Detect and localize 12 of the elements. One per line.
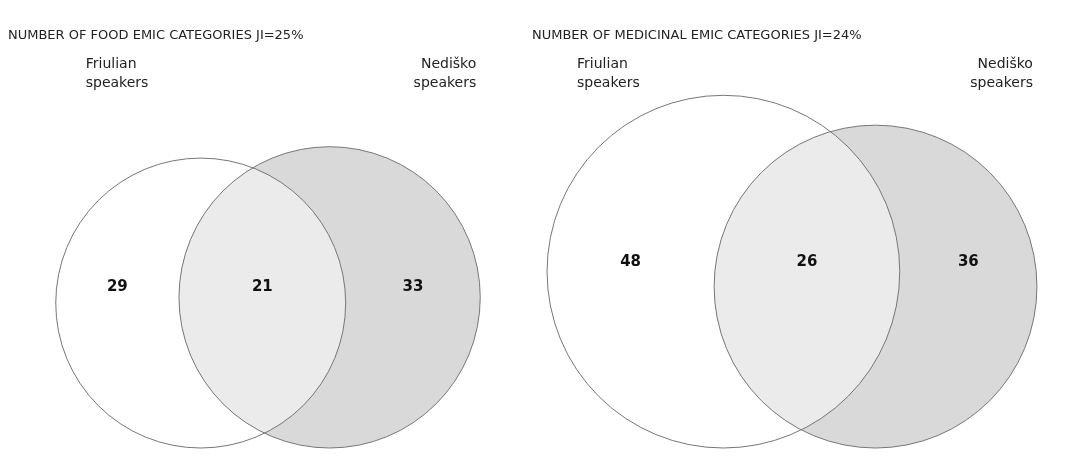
data-label: 33 (402, 277, 424, 296)
data-label: 26 (796, 251, 818, 270)
category-label: Friulian speakers (577, 54, 640, 90)
data-label: 36 (957, 251, 979, 270)
data-label: 29 (106, 277, 128, 296)
category-label: Nediško speakers (413, 54, 477, 90)
text: NUMBER OF MEDICINAL EMIC CATEGORIES JI=24% (532, 27, 862, 43)
text: NUMBER OF FOOD EMIC CATEGORIES JI=25% (8, 27, 304, 43)
data-label: 48 (620, 251, 642, 270)
category-label: Friulian speakers (85, 54, 149, 90)
category-label: Nediško speakers (970, 54, 1033, 90)
data-label: 21 (251, 277, 273, 296)
